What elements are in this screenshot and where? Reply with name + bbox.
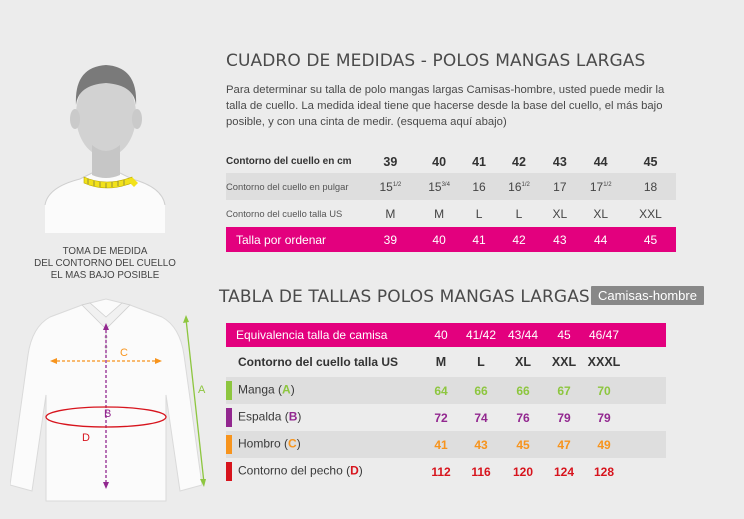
cell: 43 — [474, 437, 488, 452]
cell: 153/4 — [428, 179, 450, 194]
polo-shirt-diagram: A C B D — [10, 298, 206, 502]
cell: 42 — [512, 154, 526, 169]
cell: 40 — [432, 232, 446, 247]
cell: L — [477, 355, 485, 369]
caption-line: TOMA DE MEDIDA — [62, 246, 148, 257]
cell: 45 — [557, 328, 571, 342]
cell: M — [434, 206, 445, 221]
cell: 40 — [432, 154, 447, 169]
row-label: Contorno del cuello talla US — [226, 207, 343, 219]
color-swatch — [226, 408, 232, 427]
cell: L — [515, 206, 523, 221]
cell: XXXL — [587, 355, 621, 369]
neck-caption: TOMA DE MEDIDA DEL CONTORNO DEL CUELLO E… — [30, 246, 180, 282]
cell: 49 — [597, 437, 611, 452]
table-row: Espalda (B) 72 74 76 79 79 — [226, 404, 666, 431]
row-label: Espalda (B) — [226, 404, 422, 431]
cell: 151/2 — [379, 179, 402, 194]
cell: 171/2 — [589, 179, 612, 194]
cell: 128 — [593, 464, 615, 479]
cell: 76 — [516, 410, 530, 425]
cell: 70 — [597, 383, 611, 398]
cell: 45 — [643, 154, 658, 169]
cell: XL — [593, 206, 609, 221]
cell: 46/47 — [588, 328, 620, 342]
order-size-row: Talla por ordenar 39 40 41 42 43 44 45 — [226, 227, 676, 252]
cell: 124 — [553, 464, 575, 479]
cell: M — [385, 206, 396, 221]
cell: 44 — [593, 154, 608, 169]
table-row: Contorno del pecho (D) 112 116 120 124 1… — [226, 458, 666, 485]
cell: 43/44 — [507, 328, 539, 342]
cell: 16 — [472, 179, 486, 194]
cell: XXL — [551, 355, 577, 369]
row-label: Manga (A) — [226, 377, 422, 404]
table-row: Hombro (C) 41 43 45 47 49 — [226, 431, 666, 458]
cell: 45 — [516, 437, 530, 452]
cell: L — [475, 206, 483, 221]
row-label: Contorno del cuello en cm — [226, 155, 352, 167]
cell: 120 — [512, 464, 534, 479]
cell: 40 — [434, 328, 448, 342]
row-label: Contorno del cuello en pulgar — [226, 180, 349, 192]
color-swatch — [226, 435, 232, 454]
size-chart-title: CUADRO DE MEDIDAS - POLOS MANGAS LARGAS — [226, 51, 646, 71]
cell: 64 — [434, 383, 448, 398]
cell: 161/2 — [508, 179, 530, 194]
row-label: Equivalencia talla de camisa — [236, 328, 388, 342]
cell: XXL — [639, 206, 662, 221]
shirt-size-table: Equivalencia talla de camisa 40 41/42 43… — [226, 323, 666, 485]
table-row: Contorno del cuello en pulgar 151/2 153/… — [226, 173, 676, 200]
cell: 112 — [431, 464, 451, 479]
cell: 41 — [434, 437, 448, 452]
table-row: Contorno del cuello talla US M L XL XXL … — [226, 347, 666, 377]
cell: 41 — [472, 154, 486, 169]
caption-line: EL MAS BAJO POSIBLE — [50, 270, 160, 281]
size-table-title: TABLA DE TALLAS POLOS MANGAS LARGAS — [219, 287, 590, 307]
cell: 116 — [471, 464, 491, 479]
cell: 39 — [383, 232, 398, 247]
cell: 18 — [643, 179, 658, 194]
intro-text: Para determinar su talla de polo mangas … — [226, 84, 665, 128]
cell: 66 — [474, 383, 488, 398]
table-row: Manga (A) 64 66 66 67 70 — [226, 377, 666, 404]
neck-measure-illustration — [44, 65, 166, 233]
cell: 44 — [594, 232, 608, 247]
cell: 43 — [553, 232, 567, 247]
label-c: C — [120, 347, 128, 359]
cell: 66 — [516, 383, 530, 398]
cell: XL — [515, 355, 531, 369]
cell: 79 — [557, 410, 571, 425]
cell: 79 — [597, 410, 611, 425]
label-a: A — [198, 384, 206, 396]
cell: 72 — [434, 410, 448, 425]
table-row: Contorno del cuello en cm 39 40 41 42 43… — [226, 150, 676, 173]
cell: 47 — [557, 437, 571, 452]
cell: 39 — [383, 154, 398, 169]
equiv-row: Equivalencia talla de camisa 40 41/42 43… — [226, 323, 666, 347]
caption-line: DEL CONTORNO DEL CUELLO — [34, 258, 176, 269]
cell: XL — [552, 206, 568, 221]
cell: 74 — [474, 410, 488, 425]
cell: M — [435, 355, 447, 369]
table-row: Contorno del cuello talla US M M L L XL … — [226, 200, 676, 227]
label-d: D — [82, 432, 90, 444]
cell: 42 — [512, 232, 526, 247]
color-swatch — [226, 462, 232, 481]
row-label: Contorno del cuello talla US — [238, 355, 399, 369]
cell: 17 — [553, 179, 567, 194]
label-b: B — [104, 408, 111, 420]
category-badge: Camisas-hombre — [591, 286, 704, 305]
cell: 41/42 — [465, 328, 497, 342]
neck-size-table: Contorno del cuello en cm 39 40 41 42 43… — [226, 150, 676, 252]
row-label: Contorno del pecho (D) — [226, 458, 422, 485]
cell: 67 — [557, 383, 571, 398]
row-label: Hombro (C) — [226, 431, 422, 458]
color-swatch — [226, 381, 232, 400]
cell: 41 — [472, 232, 486, 247]
row-label: Talla por ordenar — [236, 232, 327, 247]
cell: 43 — [552, 154, 567, 169]
cell: 45 — [643, 232, 658, 247]
